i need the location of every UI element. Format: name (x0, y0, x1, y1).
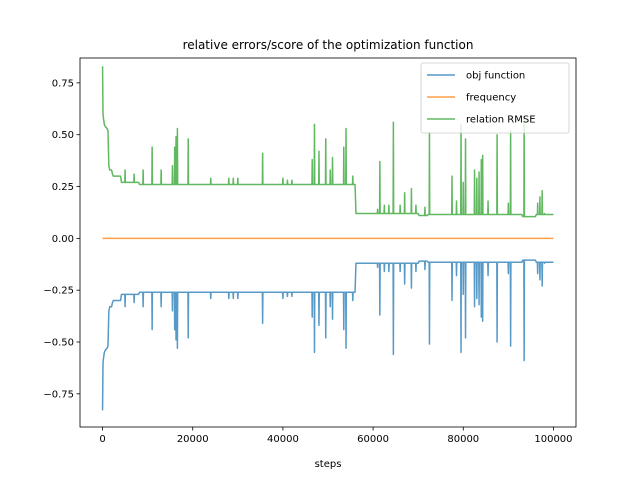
series-layer (101, 66, 554, 411)
y-tick-label: 0.75 (52, 78, 74, 89)
chart-title: relative errors/score of the optimizatio… (183, 38, 474, 52)
x-tick-label: 100000 (534, 434, 572, 445)
axes-layer (79, 57, 577, 428)
y-tick-label: −0.25 (43, 286, 74, 297)
legend-label: relation RMSE (466, 115, 536, 126)
x-tick-label: 60000 (357, 434, 389, 445)
y-tick-label: 0.00 (52, 234, 74, 245)
y-tick-label: −0.50 (43, 338, 74, 349)
legend-label: frequency (466, 93, 516, 104)
x-tick-label: 80000 (447, 434, 479, 445)
legend-frame (420, 62, 570, 134)
plot-frame (79, 57, 577, 428)
x-tick-label: 20000 (177, 434, 209, 445)
legend: obj function frequency relation RMSE (420, 62, 570, 134)
x-axis-label: steps (315, 459, 342, 470)
x-tick-label: 0 (99, 434, 105, 445)
series-line-2 (101, 66, 554, 218)
x-axis-ticks: 0 20000 40000 60000 80000 100000 (99, 427, 573, 445)
y-tick-label: −0.75 (43, 389, 74, 400)
legend-label: obj function (466, 71, 525, 82)
y-tick-label: 0.50 (52, 130, 74, 141)
y-axis-ticks: −0.75 −0.50 −0.25 0.00 0.25 0.50 0.75 (43, 78, 80, 400)
y-tick-label: 0.25 (52, 182, 74, 193)
x-tick-label: 40000 (267, 434, 299, 445)
series-line-0 (101, 259, 554, 411)
